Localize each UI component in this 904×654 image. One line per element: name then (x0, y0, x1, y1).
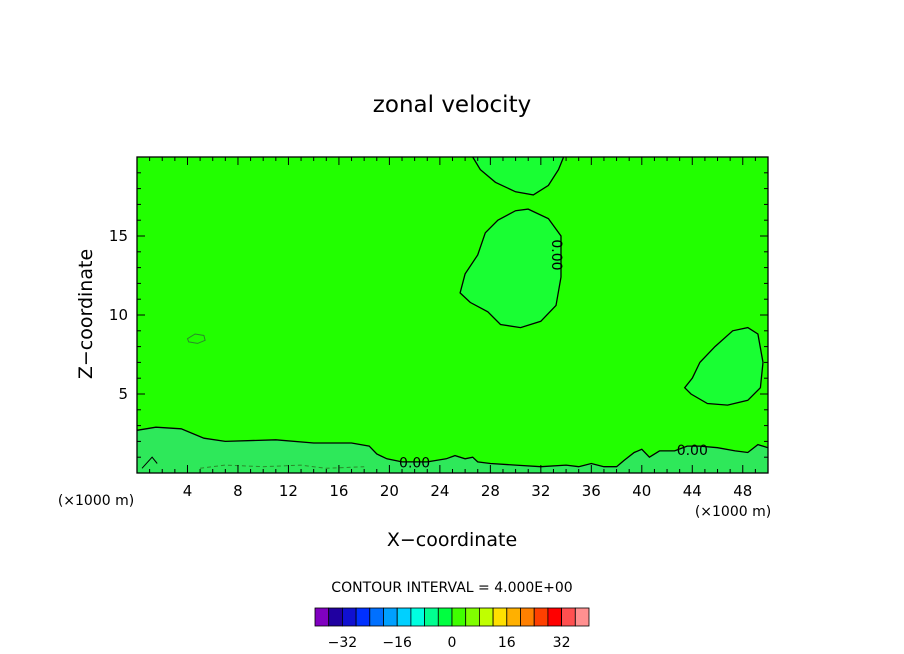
colorbar-cell (533, 607, 549, 627)
contour-line-top (472, 156, 565, 196)
contour-labels: 0.00 0.00 0.00 (399, 239, 708, 471)
lower-positive-band (137, 427, 768, 473)
colorbar-cell (383, 607, 398, 627)
x-unit-right: (×1000 m) (695, 504, 771, 520)
x-tick-label: 20 (380, 482, 399, 500)
contour-line-small (186, 333, 206, 344)
y-tick-label: 5 (118, 385, 128, 403)
x-tick-label: 36 (582, 482, 601, 500)
colorbar-cell (341, 607, 357, 627)
contour-line-corner (141, 456, 158, 469)
colorbar-cell (369, 607, 384, 627)
colorbar-cell (355, 607, 371, 627)
x-tick-label: 40 (632, 482, 651, 500)
x-tick-label: 28 (481, 482, 500, 500)
y-axis-label: Z−coordinate (75, 249, 97, 379)
chart-title: zonal velocity (373, 92, 531, 118)
top-positive-region (472, 157, 564, 195)
colorbar-tick-label: −32 (328, 635, 358, 651)
colorbar-cell (465, 607, 480, 627)
x-unit-left: (×1000 m) (58, 493, 134, 509)
colorbar-tick-label: −16 (382, 635, 412, 651)
x-tick-label: 24 (430, 482, 449, 500)
colorbar-tick-label: 16 (498, 635, 516, 651)
colorbar-cell (478, 607, 494, 627)
right-positive-region (684, 327, 763, 406)
colorbar-cell (492, 607, 508, 627)
colorbar-cell (520, 607, 535, 627)
contour-line-lower (136, 426, 769, 468)
contour-label: 0.00 (548, 239, 564, 270)
colorbar: −32 −16 0 16 32 (314, 607, 590, 651)
colorbar-tick-label: 32 (553, 635, 571, 651)
colorbar-cell (410, 607, 425, 627)
contour-lines (136, 156, 769, 469)
contour-label: 0.00 (399, 456, 430, 472)
field-background (137, 157, 768, 473)
colorbar-cell (506, 607, 521, 627)
colorbar-cell (451, 607, 467, 627)
plot-area (137, 157, 768, 473)
colorbar-cell (561, 607, 576, 627)
contour-line-right (683, 326, 764, 406)
contour-label: 0.00 (677, 443, 708, 459)
colorbar-cell (437, 607, 453, 627)
x-tick-label: 44 (683, 482, 702, 500)
contour-line-middle (459, 208, 562, 329)
x-tick-label: 12 (279, 482, 298, 500)
colorbar-tick-label: 0 (448, 635, 457, 651)
middle-positive-region (460, 209, 561, 328)
dashed-contour-bottom (200, 464, 365, 469)
colorbar-cell (396, 607, 412, 627)
colorbar-cell (314, 607, 330, 627)
y-tick-label: 10 (109, 306, 128, 324)
x-tick-label: 48 (733, 482, 752, 500)
colorbar-cell (328, 607, 343, 627)
contour-interval-text: CONTOUR INTERVAL = 4.000E+00 (331, 580, 572, 596)
x-tick-label: 4 (183, 482, 193, 500)
y-tick-label: 15 (109, 227, 128, 245)
colorbar-cell (547, 607, 563, 627)
x-tick-label: 16 (329, 482, 348, 500)
x-axis-label: X−coordinate (387, 529, 517, 551)
x-tick-label: 32 (531, 482, 550, 500)
colorbar-cell (424, 607, 439, 627)
x-tick-label: 8 (233, 482, 243, 500)
colorbar-cell (574, 607, 590, 627)
